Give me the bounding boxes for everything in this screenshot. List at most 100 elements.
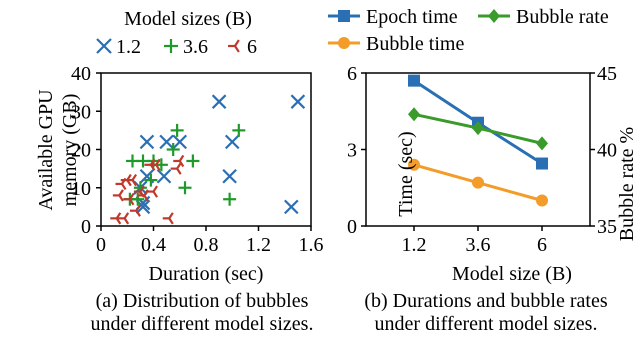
legend-marker-shape — [338, 37, 350, 49]
scatter-point-6-stroke — [143, 194, 149, 202]
scatter-point-6-stroke — [115, 217, 122, 225]
x-axis-label: Model size (B) — [452, 263, 572, 285]
series-point-bubble-time-shape — [536, 194, 548, 207]
series-point-bubble-time — [536, 194, 548, 207]
series-point-bubble-rate — [472, 121, 484, 136]
legend-label: 6 — [247, 36, 257, 58]
series-point-bubble-time — [408, 158, 420, 171]
scatter-point-6-stroke — [178, 160, 185, 168]
scatter-point-1.2-stroke — [135, 199, 151, 215]
scatter-point-3.6 — [186, 154, 200, 168]
scatter-point-3.6 — [144, 173, 158, 187]
legend-marker-stroke — [234, 39, 240, 47]
caption-a-line2: under different model sizes. — [90, 313, 314, 335]
legend-label: Bubble time — [366, 33, 464, 55]
scatter-point-1.2-stroke — [224, 134, 240, 150]
series-point-epoch-time-shape — [536, 157, 548, 170]
scatter-point-3.6 — [166, 143, 180, 156]
legend-label: Bubble rate — [516, 6, 609, 28]
y-tick-label: 40 — [71, 63, 91, 85]
scatter-point-6-stroke — [123, 217, 130, 225]
scatter-point-6-stroke — [135, 204, 141, 212]
series-point-bubble-time-shape — [472, 176, 484, 189]
scatter-point-6-stroke — [178, 154, 185, 162]
x-tick-label: 0.4 — [141, 234, 166, 256]
x-tick-label: 0 — [96, 234, 106, 256]
scatter-point-1.2-stroke — [159, 134, 174, 150]
scatter-point-1.2 — [290, 94, 306, 109]
legend-time-series: Epoch time Bubble rate Bubble time — [328, 6, 609, 55]
y-tick-label: 0 — [81, 216, 91, 238]
legend-item-1.2: 1.2 — [96, 36, 141, 58]
scatter-point-6-stroke — [128, 198, 135, 206]
scatter-point-6-stroke — [115, 212, 122, 219]
scatter-point-6-stroke — [135, 210, 141, 217]
series-point-bubble-rate — [536, 136, 548, 151]
caption-b-line1: (b) Durations and bubble rates — [364, 290, 608, 312]
series-point-epoch-time-shape — [408, 74, 420, 87]
scatter-point-6-stroke — [121, 183, 127, 191]
series-point-bubble-rate-shape — [472, 121, 484, 136]
y-right-tick-label: 40 — [597, 140, 617, 162]
scatter-point-1.2 — [159, 134, 174, 150]
scatter-point-3.6 — [170, 123, 184, 137]
chart-bubble-distribution: Model sizes (B) 1.2 3.6 6 0 0.4 0.8 1.2 1.6 0 10… — [35, 8, 324, 285]
scatter-point-1.2 — [222, 168, 237, 184]
y-right-tick-label: 45 — [597, 63, 617, 85]
y-tick-label: 0 — [347, 216, 357, 238]
legend-marker — [338, 37, 350, 49]
scatter-point-6-stroke — [139, 185, 145, 193]
y-right-tick-label: 35 — [597, 216, 617, 238]
x-tick-label: 1.2 — [402, 234, 427, 256]
chart-durations-rates: Epoch time Bubble rate Bubble time 1.2 3.6 6… — [328, 6, 638, 285]
scatter-point-6 — [173, 154, 185, 168]
scatter-point-6-stroke — [123, 212, 130, 219]
scatter-point-3.6 — [223, 192, 237, 206]
scatter-point-6-stroke — [155, 164, 161, 171]
y-axis-right-label: Bubble rate % — [616, 127, 638, 241]
scatter-point-6-stroke — [131, 179, 137, 187]
legend-item-bubble-time: Bubble time — [328, 33, 464, 55]
legend-label: 1.2 — [116, 36, 141, 58]
scatter-point-1.2-stroke — [139, 168, 155, 184]
series-point-epoch-time — [408, 74, 420, 87]
scatter-point-3.6 — [232, 123, 246, 137]
x-tick-label: 6 — [537, 234, 547, 256]
caption-b-line2: under different model sizes. — [374, 313, 598, 335]
caption-a-line1: (a) Distribution of bubbles — [95, 290, 309, 312]
legend-title: Model sizes (B) — [124, 8, 252, 30]
legend-marker — [228, 39, 240, 53]
y-axis-label-line2: memory (GB) — [59, 94, 81, 207]
scatter-point-1.2 — [211, 94, 227, 109]
scatter-point-6-stroke — [176, 162, 182, 170]
legend-item-6: 6 — [228, 36, 257, 58]
y-tick-label: 6 — [347, 63, 357, 85]
legend-item-bubble-rate: Bubble rate — [478, 6, 609, 28]
series-point-bubble-time-shape — [408, 158, 420, 171]
plot-area-a: 0 0.4 0.8 1.2 1.6 0 10 20 30 40 — [71, 63, 324, 256]
caption-a: (a) Distribution of bubbles under differ… — [52, 290, 352, 336]
scatter-point-6-stroke — [131, 173, 137, 181]
legend-item-3.6: 3.6 — [164, 36, 208, 58]
legend-label: Epoch time — [366, 6, 458, 28]
scatter-point-1.2 — [156, 168, 172, 184]
scatter-point-1.2 — [139, 134, 155, 150]
scatter-point-1.2 — [224, 134, 240, 150]
scatter-point-6 — [147, 185, 158, 198]
y-tick-label: 20 — [71, 140, 91, 162]
x-tick-label: 1.6 — [299, 234, 324, 256]
x-tick-label: 1.2 — [246, 234, 271, 256]
scatter-point-6-stroke — [155, 158, 161, 166]
legend-item-epoch-time: Epoch time — [328, 6, 458, 28]
caption-b: (b) Durations and bubble rates under dif… — [331, 290, 641, 336]
series-point-epoch-time — [536, 157, 548, 170]
scatter-point-6-stroke — [152, 185, 158, 193]
scatter-point-6 — [126, 173, 137, 187]
x-axis-label: Duration (sec) — [149, 263, 264, 285]
legend-marker-shape — [488, 9, 500, 23]
scatter-point-1.2-stroke — [172, 134, 188, 150]
scatter-point-1.2-stroke — [139, 134, 155, 150]
legend-marker — [488, 9, 500, 23]
legend-model-sizes: 1.2 3.6 6 — [96, 36, 257, 58]
